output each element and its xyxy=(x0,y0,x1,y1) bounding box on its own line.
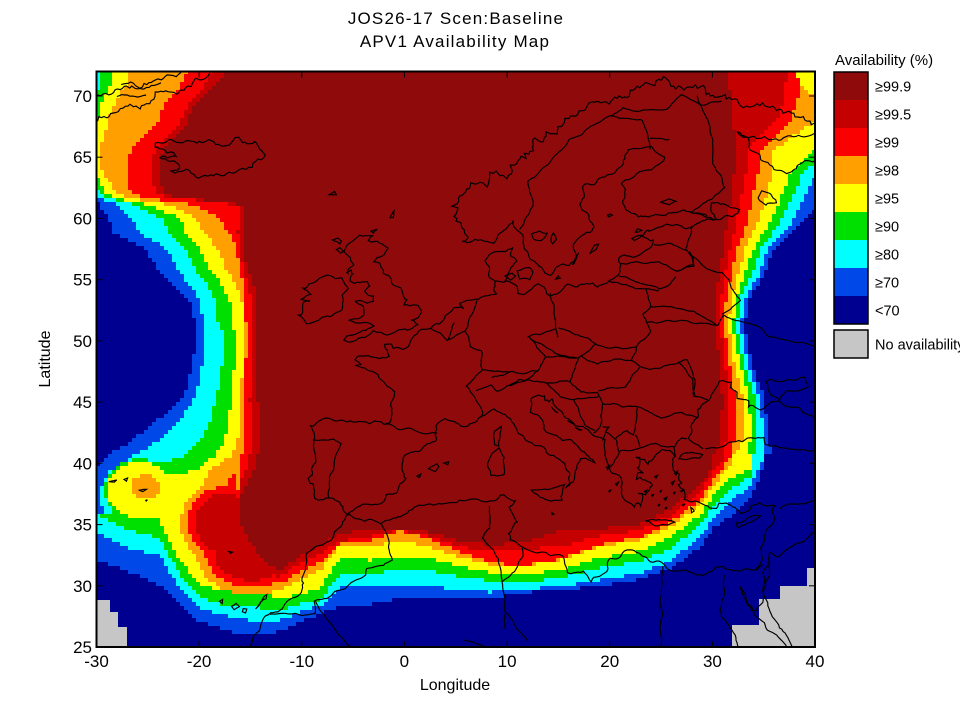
svg-text:60: 60 xyxy=(73,209,92,228)
svg-text:0: 0 xyxy=(400,652,409,671)
svg-text:35: 35 xyxy=(73,516,92,535)
svg-text:≥98: ≥98 xyxy=(875,164,899,180)
svg-text:≥90: ≥90 xyxy=(875,220,899,236)
svg-text:20: 20 xyxy=(600,652,619,671)
svg-text:≥99.5: ≥99.5 xyxy=(875,108,911,124)
svg-text:≥80: ≥80 xyxy=(875,248,899,264)
svg-text:-20: -20 xyxy=(187,652,212,671)
svg-text:70: 70 xyxy=(73,87,92,106)
svg-text:<70: <70 xyxy=(875,304,900,320)
svg-text:No availability: No availability xyxy=(875,338,960,354)
svg-text:45: 45 xyxy=(73,393,92,412)
svg-text:≥95: ≥95 xyxy=(875,192,899,208)
svg-text:25: 25 xyxy=(73,638,92,657)
svg-text:-10: -10 xyxy=(290,652,315,671)
svg-text:JOS26-17 Scen:Baseline: JOS26-17 Scen:Baseline xyxy=(348,9,564,28)
svg-text:-30: -30 xyxy=(84,652,109,671)
svg-text:Longitude: Longitude xyxy=(420,677,490,694)
svg-text:30: 30 xyxy=(703,652,722,671)
svg-text:65: 65 xyxy=(73,148,92,167)
svg-text:55: 55 xyxy=(73,271,92,290)
svg-text:Availability (%): Availability (%) xyxy=(835,52,933,69)
svg-text:50: 50 xyxy=(73,332,92,351)
svg-text:≥70: ≥70 xyxy=(875,276,899,292)
svg-text:Latitude: Latitude xyxy=(37,330,54,387)
svg-text:10: 10 xyxy=(498,652,517,671)
svg-text:APV1 Availability Map: APV1 Availability Map xyxy=(360,32,550,51)
svg-text:30: 30 xyxy=(73,577,92,596)
svg-text:40: 40 xyxy=(73,454,92,473)
svg-text:≥99.9: ≥99.9 xyxy=(875,80,911,96)
svg-text:≥99: ≥99 xyxy=(875,136,899,152)
svg-text:40: 40 xyxy=(806,652,825,671)
